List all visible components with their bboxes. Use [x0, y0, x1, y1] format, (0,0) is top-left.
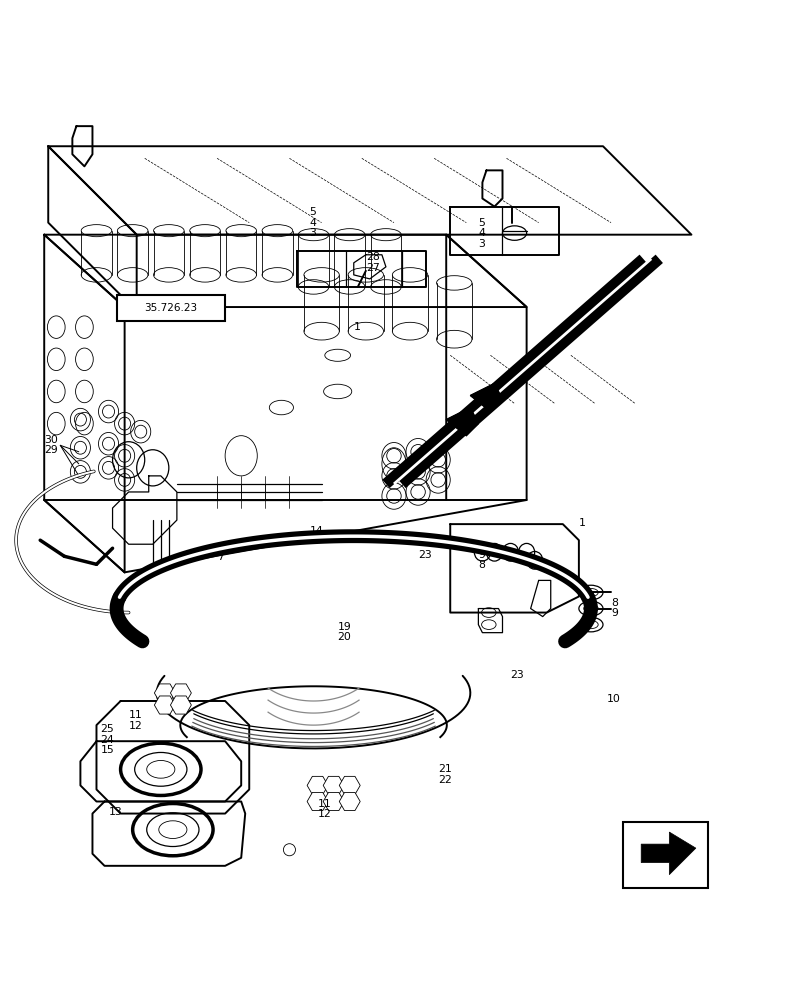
Polygon shape	[641, 832, 695, 875]
Text: 10: 10	[606, 694, 620, 704]
Text: 24: 24	[100, 735, 114, 745]
Polygon shape	[446, 408, 478, 436]
Text: 5: 5	[478, 218, 485, 228]
Text: 9: 9	[478, 550, 485, 560]
Text: 8: 8	[610, 598, 618, 608]
Text: 15: 15	[100, 745, 114, 755]
Text: 29: 29	[44, 445, 58, 455]
Text: 3: 3	[309, 228, 316, 238]
Text: 20: 20	[337, 632, 351, 642]
Text: 4: 4	[309, 218, 316, 228]
Text: 1: 1	[353, 322, 361, 332]
Text: 11: 11	[128, 710, 142, 720]
Polygon shape	[470, 383, 502, 412]
Text: 9: 9	[610, 608, 618, 618]
Text: 11: 11	[317, 799, 331, 809]
Text: 14: 14	[309, 526, 323, 536]
Text: 27: 27	[365, 263, 379, 273]
Text: 23: 23	[510, 670, 524, 680]
Text: 21: 21	[438, 764, 451, 774]
Text: 22: 22	[438, 775, 451, 785]
Text: 13: 13	[108, 807, 122, 817]
Text: 4: 4	[478, 228, 485, 238]
Text: 12: 12	[317, 809, 331, 819]
Text: 30: 30	[44, 435, 58, 445]
Text: 28: 28	[365, 252, 379, 262]
Bar	[116, 295, 225, 321]
Text: 5: 5	[309, 207, 316, 217]
Text: 1: 1	[578, 518, 585, 528]
Text: 7: 7	[217, 552, 224, 562]
Text: 3: 3	[478, 239, 485, 249]
Text: 8: 8	[478, 560, 485, 570]
Text: 23: 23	[418, 550, 431, 560]
Text: 25: 25	[100, 724, 114, 734]
Bar	[622, 822, 707, 888]
Text: 19: 19	[337, 622, 351, 632]
Text: 12: 12	[128, 721, 142, 731]
Text: 6: 6	[217, 542, 224, 552]
Text: 35.726.23: 35.726.23	[144, 303, 198, 313]
